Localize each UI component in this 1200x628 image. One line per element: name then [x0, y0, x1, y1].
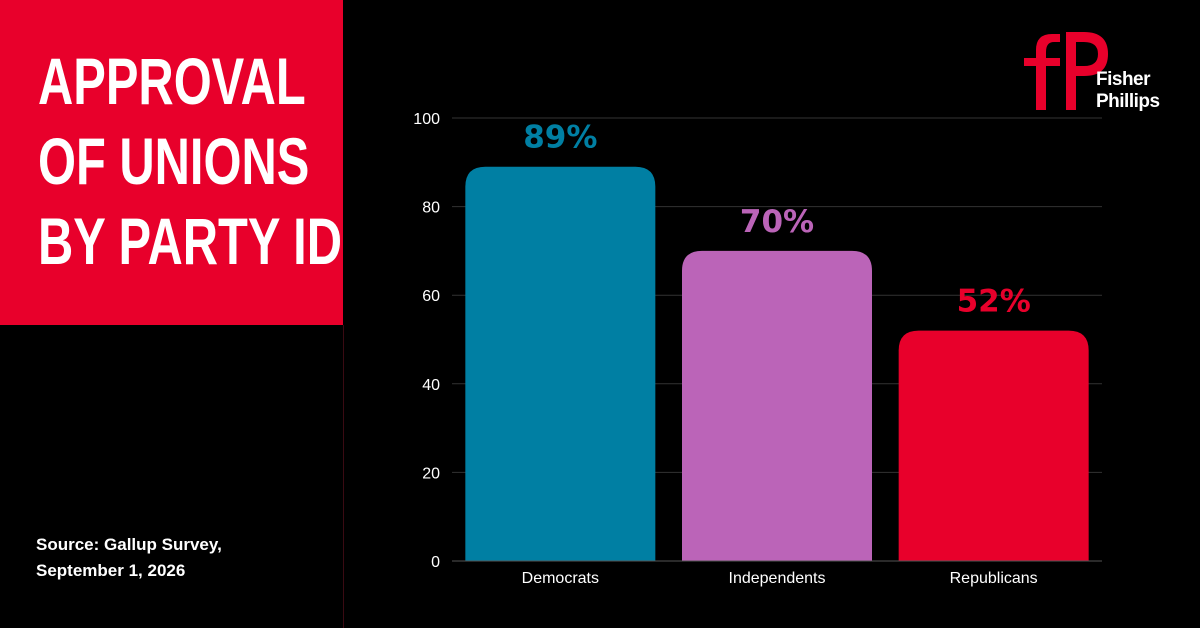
- title-line-1: APPROVAL: [38, 44, 306, 118]
- logo-text-fisher: Fisher: [1096, 69, 1151, 90]
- y-tick-label: 100: [413, 111, 440, 128]
- source-line-2: September 1, 2026: [36, 561, 186, 580]
- bar: [682, 250, 872, 561]
- source-line-1: Source: Gallup Survey,: [36, 535, 222, 554]
- y-tick-label: 20: [422, 465, 440, 482]
- divider: [343, 325, 344, 628]
- data-label: 89%: [523, 120, 597, 156]
- logo-text-phillips: Phillips: [1096, 91, 1160, 112]
- x-tick-label: Democrats: [522, 570, 599, 587]
- y-tick-label: 80: [422, 200, 440, 217]
- bar: [898, 330, 1089, 561]
- y-tick-label: 60: [422, 288, 440, 305]
- x-tick-label: Independents: [729, 570, 826, 587]
- data-label: 52%: [957, 284, 1031, 320]
- fisher-phillips-logo-icon: [1024, 32, 1108, 110]
- data-label: 70%: [740, 204, 814, 240]
- title-line-3: BY PARTY ID: [38, 204, 342, 278]
- title-panel: APPROVAL OF UNIONS BY PARTY ID: [0, 0, 343, 325]
- title-line-2: OF UNIONS: [38, 124, 310, 198]
- bar: [465, 166, 656, 562]
- x-tick-label: Republicans: [950, 570, 1038, 587]
- y-tick-label: 0: [431, 554, 440, 571]
- y-tick-label: 40: [422, 377, 440, 394]
